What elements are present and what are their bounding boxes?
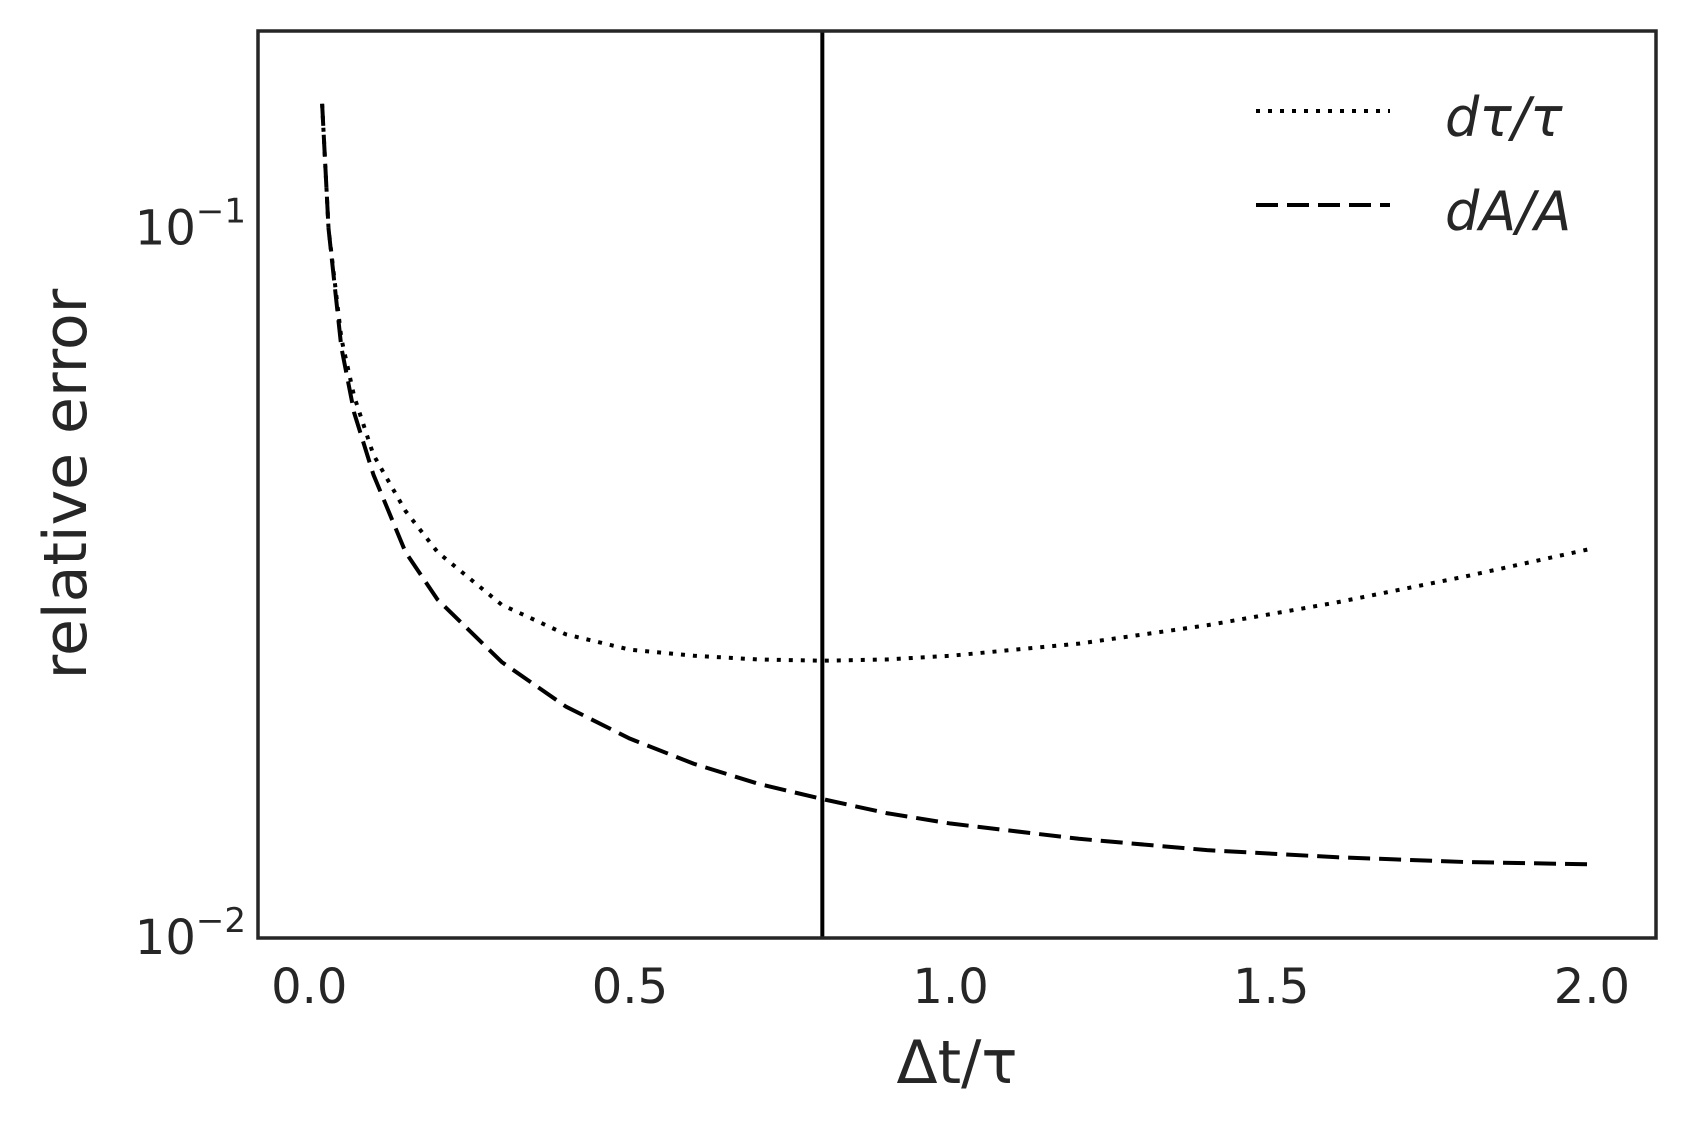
series-line-dotted xyxy=(320,103,1593,663)
x-tick-label: 2.0 xyxy=(1554,959,1630,1015)
x-tick-label: 0.5 xyxy=(592,959,668,1015)
y-axis-ticks: 10−1 10−2 xyxy=(135,192,246,966)
legend-label-da: dA/A xyxy=(1445,180,1571,243)
series-line-dashed xyxy=(320,103,1592,867)
x-axis-label: Δt/τ xyxy=(897,1028,1018,1098)
y-tick-label: 10−2 xyxy=(135,901,246,966)
y-axis-label: relative error xyxy=(31,288,101,679)
x-tick-label: 1.5 xyxy=(1233,959,1309,1015)
x-tick-label: 1.0 xyxy=(912,959,988,1015)
x-tick-label: 0.0 xyxy=(271,959,347,1015)
legend-label-dtau: dτ/τ xyxy=(1445,86,1563,149)
plot-frame xyxy=(256,29,1658,940)
x-axis-ticks: 0.0 0.5 1.0 1.5 2.0 xyxy=(271,959,1630,1015)
y-tick-label: 10−1 xyxy=(135,192,246,257)
plot-area xyxy=(320,31,1593,938)
legend: dτ/τ dA/A xyxy=(1256,86,1571,243)
